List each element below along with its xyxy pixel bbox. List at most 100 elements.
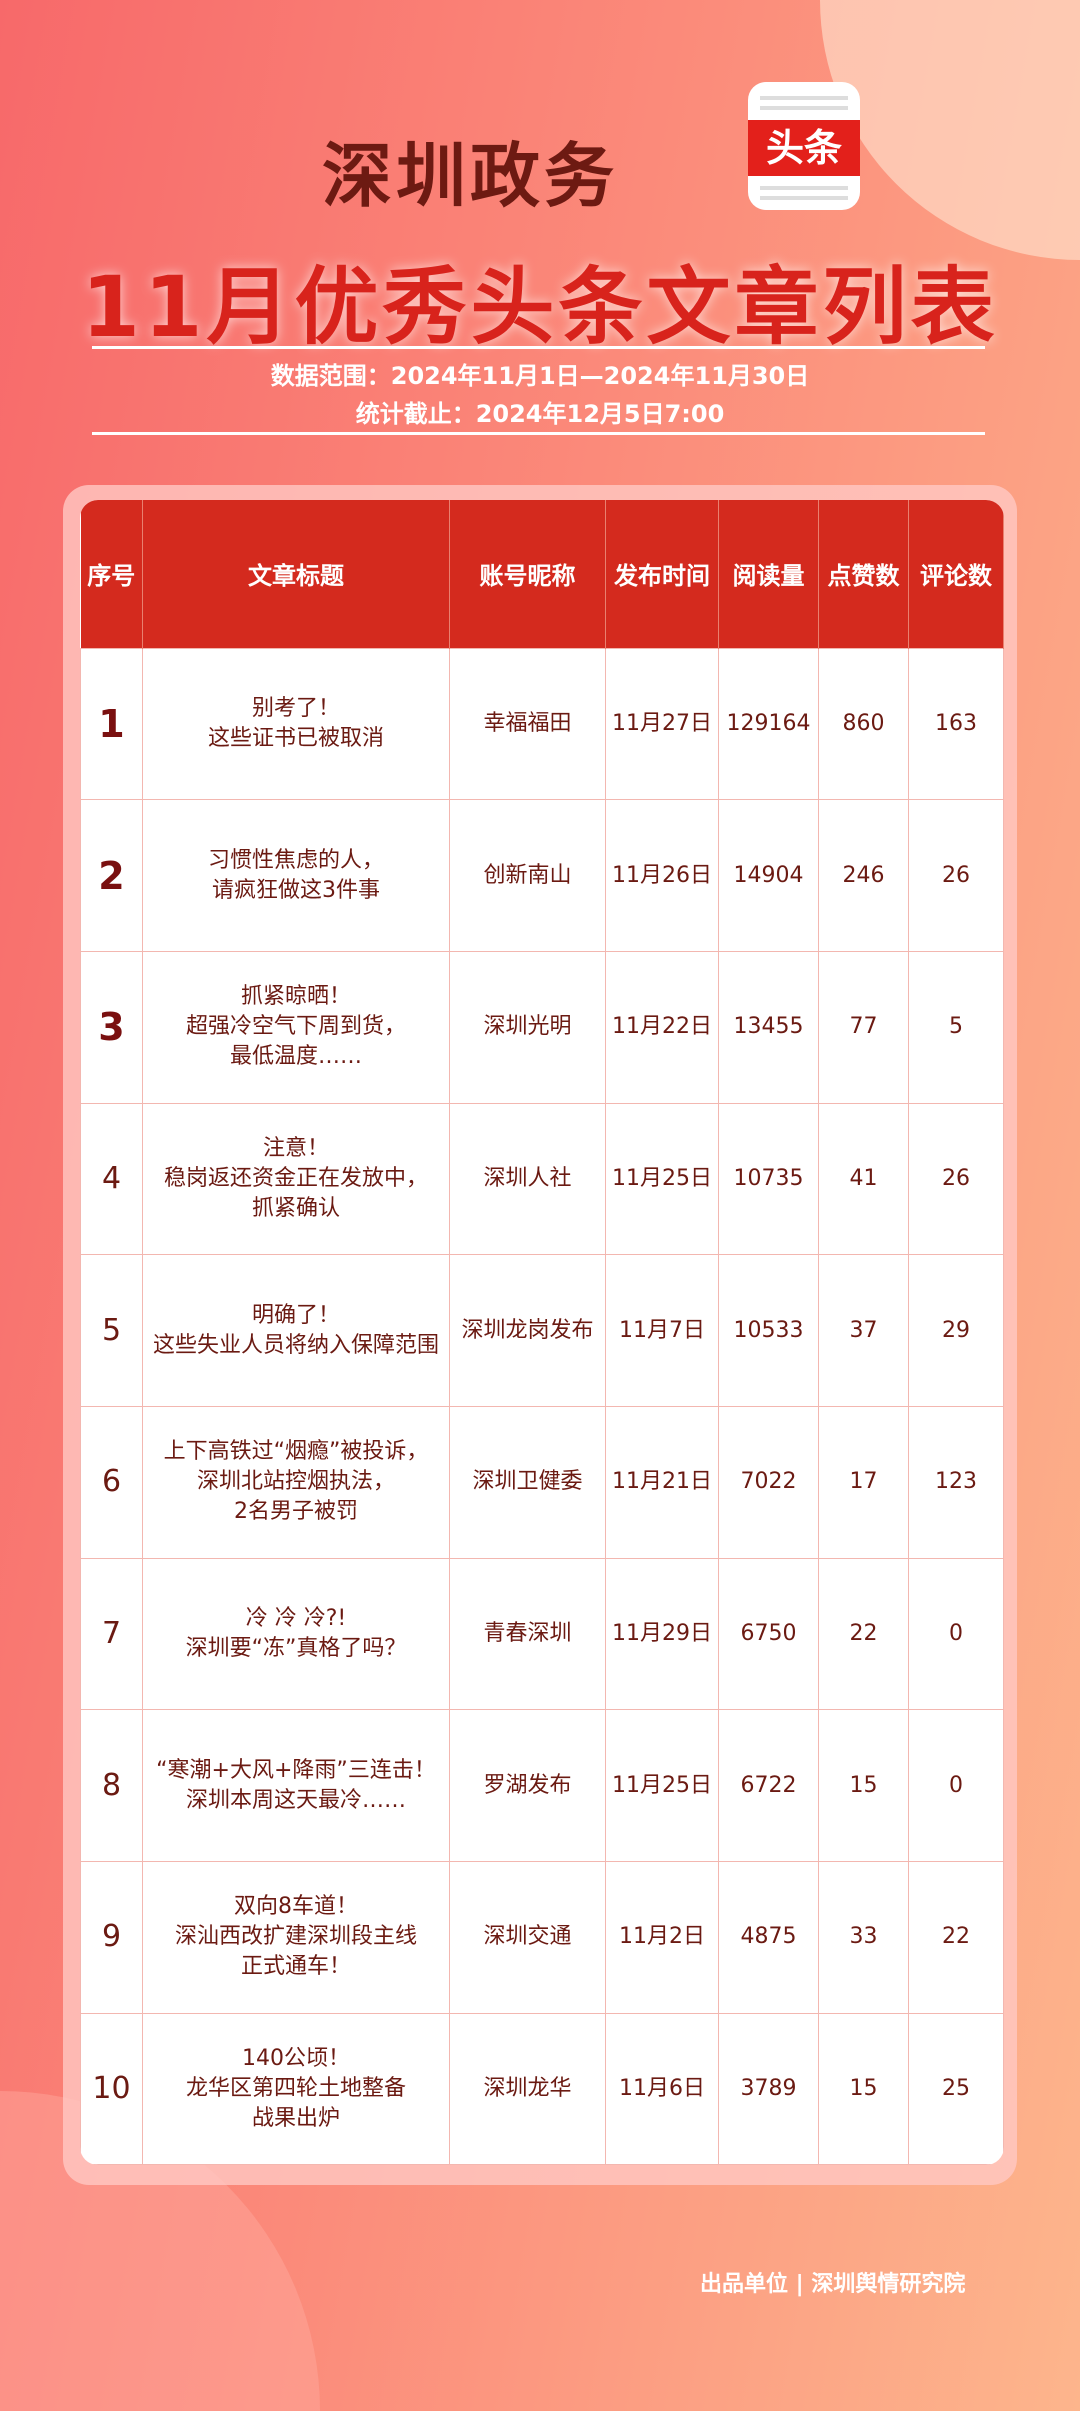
reads-cell: 7022 [718, 1405, 819, 1559]
table-row: 6 上下高铁过“烟瘾”被投诉， 深圳北站控烟执法， 2名男子被罚 深圳卫健委 11月21日… [80, 1405, 1004, 1559]
title-line: 抓紧晾晒！ [240, 984, 351, 1010]
rank-cell: 10 [80, 2012, 143, 2166]
account-cell: 深圳交通 [449, 1861, 606, 2014]
reads-cell: 14904 [718, 799, 819, 952]
rank-cell: 8 [80, 1709, 143, 1862]
rank-cell: 7 [80, 1557, 143, 1711]
title-cell: 双向8车道！ 深汕西改扩建深圳段主线 正式通车！ [142, 1861, 450, 2014]
column-header: 评论数 [908, 500, 1004, 648]
comments-cell: 5 [908, 950, 1004, 1104]
column-header: 发布时间 [605, 500, 719, 648]
title-line: 习惯性焦虑的人， [207, 847, 384, 873]
rank-cell: 4 [80, 1102, 143, 1256]
title-line: 请疯狂做这3件事 [212, 877, 380, 903]
comments-cell: 25 [908, 2012, 1004, 2166]
title-line: 稳岗返还资金正在发放中， [163, 1165, 428, 1191]
title-line: 龙华区第四轮土地整备 [185, 2076, 406, 2102]
account-cell: 幸福福田 [449, 647, 606, 801]
rank-cell: 2 [80, 799, 143, 952]
column-header: 账号昵称 [449, 500, 606, 648]
divider [92, 432, 985, 435]
date-cell: 11月29日 [605, 1557, 719, 1711]
date-cell: 11月27日 [605, 647, 719, 801]
footer-credit: 出品单位 | 深圳舆情研究院 [700, 2272, 966, 2297]
comments-cell: 26 [908, 1102, 1004, 1256]
likes-cell: 33 [818, 1861, 909, 2014]
table-row: 2 习惯性焦虑的人， 请疯狂做这3件事 创新南山 11月26日 14904 246 26 [80, 799, 1004, 952]
likes-cell: 22 [818, 1557, 909, 1711]
divider [92, 346, 985, 349]
rank-cell: 3 [80, 950, 143, 1104]
articles-table: 序号 文章标题 账号昵称 发布时间 阅读量 点赞数 评论数 1 别考了！ 这些证书已被取消 幸福福… [80, 500, 1004, 2166]
title-line: 注意！ [262, 1135, 329, 1161]
title-line2: 11月优秀头条文章列表 [81, 258, 999, 356]
title-line: “寒潮+大风+降雨”三连击！ [156, 1757, 436, 1783]
date-cell: 11月25日 [605, 1709, 719, 1862]
reads-cell: 6722 [718, 1709, 819, 1862]
title-line: 上下高铁过“烟瘾”被投诉， [163, 1439, 429, 1465]
date-cell: 11月7日 [605, 1254, 719, 1407]
date-cell: 11月22日 [605, 950, 719, 1104]
reads-cell: 3789 [718, 2012, 819, 2166]
comments-cell: 123 [908, 1405, 1004, 1559]
likes-cell: 15 [818, 1709, 909, 1862]
comments-cell: 22 [908, 1861, 1004, 2014]
rank-cell: 9 [80, 1861, 143, 2014]
account-cell: 深圳卫健委 [449, 1405, 606, 1559]
title-line: 正式通车！ [240, 1954, 351, 1980]
table-row: 8 “寒潮+大风+降雨”三连击！ 深圳本周这天最冷…… 罗湖发布 11月25日 6722 1… [80, 1709, 1004, 1862]
rank-cell: 5 [80, 1254, 143, 1407]
column-header: 点赞数 [818, 500, 909, 648]
title-cell: 明确了！ 这些失业人员将纳入保障范围 [142, 1254, 450, 1407]
table-row: 4 注意！ 稳岗返还资金正在发放中， 抓紧确认 深圳人社 11月25日 10735 41 26 [80, 1102, 1004, 1256]
title-cell: 冷 冷 冷?! 深圳要“冻”真格了吗？ [142, 1557, 450, 1711]
reads-cell: 13455 [718, 950, 819, 1104]
title-cell: “寒潮+大风+降雨”三连击！ 深圳本周这天最冷…… [142, 1709, 450, 1862]
title-line: 明确了！ [251, 1302, 340, 1328]
cutoff-time: 统计截止：2024年12月5日7:00 [355, 400, 725, 428]
reads-cell: 4875 [718, 1861, 819, 2014]
title-line: 冷 冷 冷?! [245, 1605, 347, 1631]
reads-cell: 10735 [718, 1102, 819, 1256]
date-cell: 11月21日 [605, 1405, 719, 1559]
title-cell: 别考了！ 这些证书已被取消 [142, 647, 450, 801]
likes-cell: 17 [818, 1405, 909, 1559]
data-range: 数据范围：2024年11月1日—2024年11月30日 [270, 362, 810, 390]
account-cell: 深圳光明 [449, 950, 606, 1104]
date-cell: 11月25日 [605, 1102, 719, 1256]
comments-cell: 0 [908, 1557, 1004, 1711]
date-cell: 11月6日 [605, 2012, 719, 2166]
title-cell: 习惯性焦虑的人， 请疯狂做这3件事 [142, 799, 450, 952]
account-cell: 青春深圳 [449, 1557, 606, 1711]
account-cell: 创新南山 [449, 799, 606, 952]
likes-cell: 77 [818, 950, 909, 1104]
title-line1: 深圳政务 [322, 135, 618, 217]
title-line: 深圳要“冻”真格了吗？ [185, 1635, 407, 1661]
title-line: 深圳北站控烟执法， [196, 1469, 395, 1495]
title-cell: 注意！ 稳岗返还资金正在发放中， 抓紧确认 [142, 1102, 450, 1256]
account-cell: 深圳龙岗发布 [449, 1254, 606, 1407]
title-line: 别考了！ [251, 695, 340, 721]
comments-cell: 0 [908, 1709, 1004, 1862]
table-row: 3 抓紧晾晒！ 超强冷空气下周到货， 最低温度…… 深圳光明 11月22日 13455 77 5 [80, 950, 1004, 1104]
title-line: 这些失业人员将纳入保障范围 [152, 1332, 439, 1358]
title-line: 超强冷空气下周到货， [185, 1014, 406, 1040]
reads-cell: 129164 [718, 647, 819, 801]
likes-cell: 860 [818, 647, 909, 801]
comments-cell: 29 [908, 1254, 1004, 1407]
title-line: 深圳本周这天最冷…… [185, 1787, 406, 1813]
table-row: 9 双向8车道！ 深汕西改扩建深圳段主线 正式通车！ 深圳交通 11月2日 4875 33 22 [80, 1861, 1004, 2014]
comments-cell: 26 [908, 799, 1004, 952]
toutiao-logo: 头条 [748, 82, 860, 210]
likes-cell: 15 [818, 2012, 909, 2166]
likes-cell: 246 [818, 799, 909, 952]
rank-cell: 1 [80, 647, 143, 801]
likes-cell: 37 [818, 1254, 909, 1407]
account-cell: 深圳龙华 [449, 2012, 606, 2166]
title-line: 2名男子被罚 [234, 1499, 358, 1525]
title-line: 双向8车道！ [234, 1894, 358, 1920]
title-line: 这些证书已被取消 [207, 725, 384, 751]
title-line: 最低温度…… [229, 1044, 362, 1070]
title-line: 140公顷！ [242, 2046, 350, 2072]
table-row: 1 别考了！ 这些证书已被取消 幸福福田 11月27日 129164 860 163 [80, 647, 1004, 801]
